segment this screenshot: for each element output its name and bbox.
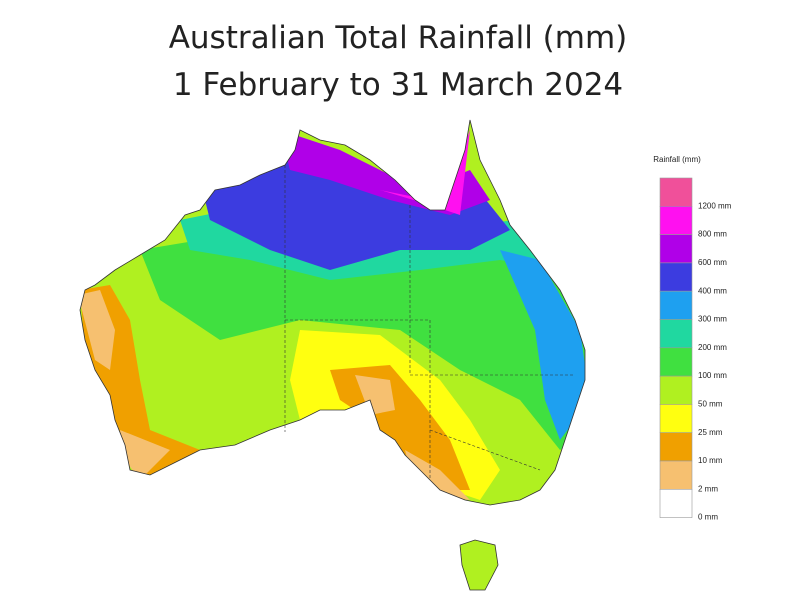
subtitle: 1 February to 31 March 2024 — [173, 67, 623, 103]
legend-label: 300 mm — [698, 315, 727, 324]
legend-swatch — [659, 488, 693, 518]
legend-label: 800 mm — [698, 230, 727, 239]
legend-swatch — [659, 319, 693, 349]
legend-swatch — [659, 460, 693, 490]
legend-label: 600 mm — [698, 258, 727, 267]
legend-swatch — [659, 262, 693, 292]
legend-label: 1200 mm — [698, 201, 732, 210]
legend-swatch — [659, 290, 693, 320]
legend-label: 100 mm — [698, 371, 727, 380]
legend-swatch — [659, 177, 693, 207]
legend-label: 200 mm — [698, 343, 727, 352]
legend: 1200 mm 800 mm 600 mm 400 mm 300 mm 200 mm 100… — [659, 177, 732, 522]
legend-swatch — [659, 432, 693, 462]
legend-label: 0 mm — [698, 513, 718, 522]
title: Australian Total Rainfall (mm) — [169, 20, 628, 56]
legend-title: Rainfall (mm) — [653, 155, 701, 164]
state-borders — [284, 165, 575, 478]
legend-swatch — [659, 347, 693, 377]
legend-swatch — [659, 375, 693, 405]
legend-label: 25 mm — [698, 428, 723, 437]
legend-label: 50 mm — [698, 400, 723, 409]
legend-swatch — [659, 404, 693, 433]
legend-label: 400 mm — [698, 286, 727, 295]
legend-swatch — [659, 234, 693, 264]
legend-label: 10 mm — [698, 456, 723, 465]
legend-swatch — [659, 206, 693, 235]
coastline — [79, 119, 586, 591]
legend-label: 2 mm — [698, 484, 718, 493]
rainfall-map — [80, 120, 585, 590]
